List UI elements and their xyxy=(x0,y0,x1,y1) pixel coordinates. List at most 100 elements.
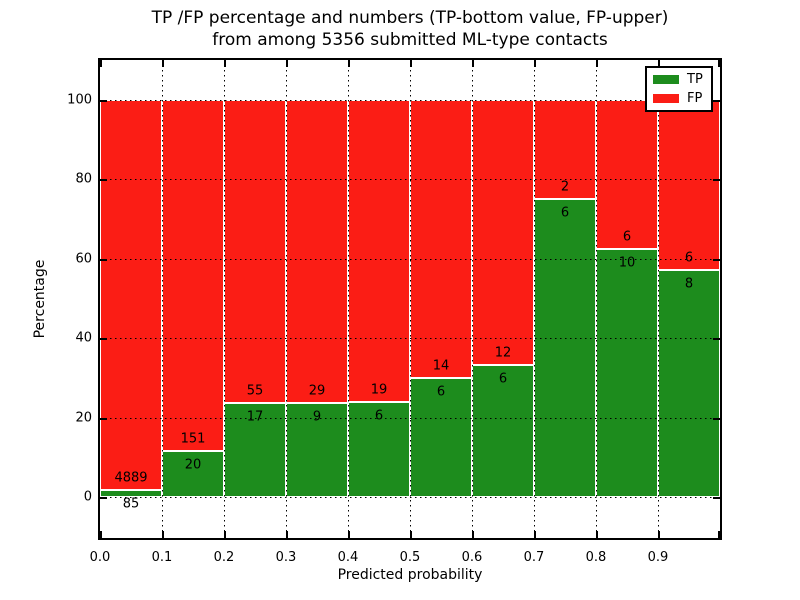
chart-title-line2: from among 5356 submitted ML-type contac… xyxy=(212,30,608,50)
x-tick-mark xyxy=(100,60,102,67)
y-tick-label: 0 xyxy=(83,489,92,505)
tp-count-label: 6 xyxy=(498,371,508,387)
x-tick-mark xyxy=(224,531,226,538)
x-axis-label: Predicted probability xyxy=(337,567,483,583)
bar-fp-segment xyxy=(410,100,472,378)
tp-count-label: 6 xyxy=(560,205,570,221)
x-tick-label: 0.2 xyxy=(213,550,235,565)
fp-count-label: 29 xyxy=(308,383,326,399)
bar-tp-segment xyxy=(658,270,720,497)
legend-entry-tp: TP xyxy=(647,73,711,87)
legend-entry-fp: FP xyxy=(647,92,711,106)
x-gridline xyxy=(658,60,659,538)
x-tick-mark xyxy=(348,531,350,538)
x-tick-mark xyxy=(718,531,720,538)
fp-count-label: 12 xyxy=(494,345,512,361)
y-tick-mark xyxy=(100,338,107,340)
bar-fp-segment xyxy=(348,100,410,402)
tp-count-label: 20 xyxy=(184,457,202,473)
x-tick-mark xyxy=(596,531,598,538)
fp-count-label: 6 xyxy=(684,250,694,266)
y-tick-label: 100 xyxy=(67,92,92,108)
tp-count-label: 8 xyxy=(684,276,694,292)
bar-fp-segment xyxy=(472,100,534,365)
x-tick-mark xyxy=(718,60,720,67)
x-tick-label: 0.1 xyxy=(151,550,173,565)
y-tick-mark xyxy=(713,418,720,420)
x-tick-mark xyxy=(534,60,536,67)
x-tick-mark xyxy=(410,531,412,538)
tp-count-label: 85 xyxy=(122,496,140,512)
x-tick-label: 0.7 xyxy=(523,550,545,565)
fp-count-label: 4889 xyxy=(114,470,148,486)
x-tick-mark xyxy=(162,531,164,538)
x-tick-mark xyxy=(472,531,474,538)
fp-count-label: 151 xyxy=(180,431,206,447)
x-tick-mark xyxy=(596,60,598,67)
y-tick-mark xyxy=(100,259,107,261)
x-tick-label: 0.8 xyxy=(585,550,607,565)
x-tick-mark xyxy=(348,60,350,67)
x-tick-mark xyxy=(410,60,412,67)
bar-tp-segment xyxy=(162,450,224,497)
fp-count-label: 19 xyxy=(370,382,388,398)
y-axis-label: Percentage xyxy=(32,259,48,339)
bar-tp-segment xyxy=(596,248,658,497)
x-tick-label: 0.0 xyxy=(89,550,111,565)
x-tick-label: 0.6 xyxy=(461,550,483,565)
bar-fp-segment xyxy=(658,100,720,271)
fp-count-label: 2 xyxy=(560,179,570,195)
x-tick-label: 0.4 xyxy=(337,550,359,565)
chart-title-line1: TP /FP percentage and numbers (TP-bottom… xyxy=(151,8,669,28)
x-tick-mark xyxy=(224,60,226,67)
y-tick-mark xyxy=(713,100,720,102)
y-tick-mark xyxy=(713,338,720,340)
fp-count-label: 6 xyxy=(622,229,632,245)
legend-label-tp: TP xyxy=(687,72,703,87)
bar-fp-segment xyxy=(100,100,162,491)
x-tick-mark xyxy=(658,60,660,67)
tp-count-label: 6 xyxy=(374,408,384,424)
bar-fp-segment xyxy=(286,100,348,403)
x-gridline xyxy=(224,60,225,538)
x-gridline xyxy=(410,60,411,538)
x-tick-label: 0.9 xyxy=(647,550,669,565)
bar-fp-segment xyxy=(596,100,658,249)
x-gridline xyxy=(472,60,473,538)
x-tick-mark xyxy=(658,531,660,538)
y-tick-mark xyxy=(713,259,720,261)
y-tick-mark xyxy=(713,497,720,499)
bar-fp-segment xyxy=(224,100,286,404)
y-tick-mark xyxy=(100,497,107,499)
y-tick-label: 60 xyxy=(75,251,92,267)
y-tick-mark xyxy=(100,100,107,102)
y-tick-mark xyxy=(100,418,107,420)
y-tick-label: 40 xyxy=(75,330,92,346)
x-gridline xyxy=(596,60,597,538)
x-tick-mark xyxy=(100,531,102,538)
y-tick-label: 80 xyxy=(75,171,92,187)
x-gridline xyxy=(162,60,163,538)
bar-fp-segment xyxy=(162,100,224,451)
y-tick-mark xyxy=(713,179,720,181)
bar-tp-segment xyxy=(534,199,596,497)
legend: TP FP xyxy=(645,66,713,112)
fp-count-label: 14 xyxy=(432,358,450,374)
legend-swatch-fp-icon xyxy=(653,94,679,103)
chart-title: TP /FP percentage and numbers (TP-bottom… xyxy=(100,7,720,51)
x-tick-mark xyxy=(286,531,288,538)
tp-count-label: 17 xyxy=(246,409,264,425)
y-tick-mark xyxy=(100,179,107,181)
tp-count-label: 9 xyxy=(312,409,322,425)
x-gridline xyxy=(286,60,287,538)
y-tick-label: 20 xyxy=(75,410,92,426)
x-tick-mark xyxy=(534,531,536,538)
legend-swatch-tp-icon xyxy=(653,75,679,84)
x-tick-label: 0.3 xyxy=(275,550,297,565)
tp-count-label: 6 xyxy=(436,384,446,400)
x-gridline xyxy=(348,60,349,538)
x-tick-mark xyxy=(286,60,288,67)
legend-label-fp: FP xyxy=(687,91,703,106)
fp-count-label: 55 xyxy=(246,383,264,399)
